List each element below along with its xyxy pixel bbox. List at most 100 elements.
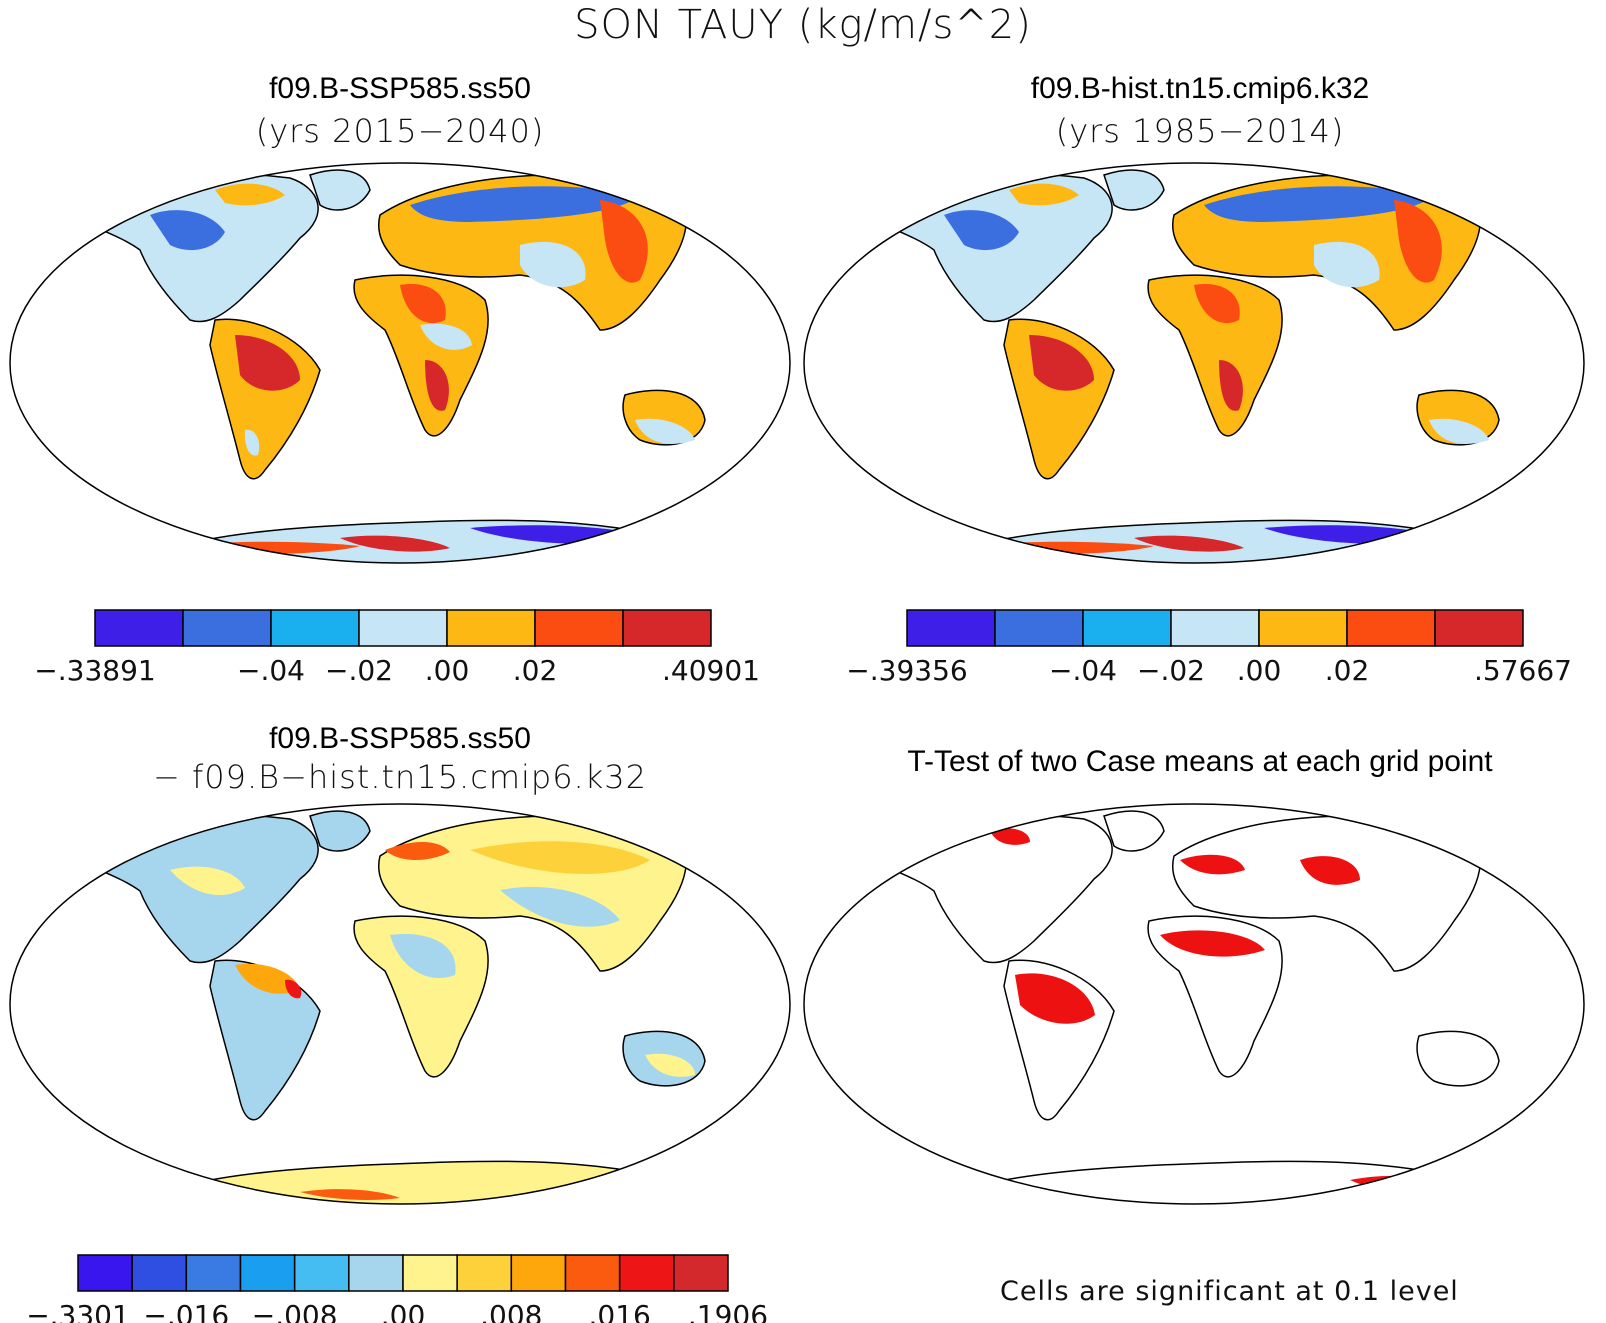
significance-note: Cells are significant at 0.1 level bbox=[1000, 1276, 1459, 1307]
figure-title: SON TAUY (kg/m/s^2) bbox=[574, 2, 1032, 48]
africa bbox=[1147, 915, 1283, 1078]
significant-cell-sahel bbox=[1160, 930, 1265, 957]
sa-red-spot bbox=[285, 979, 302, 999]
colorbar-swatch bbox=[673, 1254, 729, 1292]
south-africa-positive bbox=[1219, 360, 1243, 411]
greenland bbox=[309, 810, 371, 852]
colorbar-tick-label: −.3301 bbox=[26, 1299, 130, 1323]
sa-strong-positive bbox=[1029, 335, 1094, 391]
na-yellow-region bbox=[170, 866, 245, 895]
map-boundary bbox=[803, 162, 1585, 564]
colorbar-tick-label: .00 bbox=[381, 1299, 426, 1323]
colorbar-swatch bbox=[906, 609, 996, 647]
colorbar-swatch bbox=[182, 609, 272, 647]
colorbar-swatch bbox=[564, 1254, 621, 1292]
colorbar-tick-label: −.02 bbox=[325, 654, 393, 687]
colorbar-tick-label: −.04 bbox=[1049, 654, 1117, 687]
colorbar-tick-label: −.016 bbox=[143, 1299, 229, 1323]
australia-yellow bbox=[645, 1053, 695, 1077]
east-asia-positive bbox=[1394, 200, 1442, 283]
sa-light-region bbox=[244, 429, 260, 456]
na-negative-region bbox=[150, 210, 225, 251]
east-asia-positive bbox=[600, 200, 648, 283]
map-panel-1 bbox=[9, 162, 791, 564]
map-boundary bbox=[803, 803, 1585, 1205]
map-panel-2 bbox=[803, 162, 1585, 564]
na-positive-region bbox=[1009, 183, 1079, 206]
colorbar-swatch bbox=[1082, 609, 1172, 647]
south-africa-positive bbox=[425, 360, 449, 411]
colorbar-swatch bbox=[994, 609, 1084, 647]
antarctica bbox=[119, 1160, 702, 1204]
antarctica bbox=[913, 1160, 1496, 1204]
australia bbox=[1416, 1030, 1500, 1087]
colorbar-swatch bbox=[348, 1254, 404, 1292]
colorbar-swatch bbox=[456, 1254, 513, 1292]
colorbar-swatch bbox=[618, 1254, 675, 1292]
colorbar-swatch bbox=[270, 609, 360, 647]
africa bbox=[353, 274, 489, 437]
colorbar-tick-label: .008 bbox=[480, 1299, 542, 1323]
significant-cell-sa bbox=[1015, 973, 1095, 1024]
colorbar-tick-label: −.02 bbox=[1137, 654, 1205, 687]
colorbar-swatch bbox=[185, 1254, 242, 1292]
colorbar-tick-label: .00 bbox=[1237, 654, 1282, 687]
significant-cell-asia bbox=[1300, 856, 1360, 885]
sa-orange-region bbox=[235, 963, 300, 994]
africa bbox=[353, 915, 489, 1078]
colorbar-swatch bbox=[239, 1254, 296, 1292]
asia-light-blue bbox=[500, 886, 620, 927]
colorbar-tick-label: .016 bbox=[588, 1299, 650, 1323]
north-america bbox=[58, 814, 319, 964]
antarctica-strong-positive bbox=[340, 535, 450, 552]
na-negative-region bbox=[944, 210, 1019, 251]
colorbar-swatch bbox=[94, 609, 184, 647]
central-asia-light bbox=[1314, 241, 1380, 288]
colorbar-tick-label: −.33891 bbox=[34, 654, 155, 687]
colorbar-tick-label: .02 bbox=[513, 654, 558, 687]
colorbar-tick-label: .40901 bbox=[662, 654, 760, 687]
antarctica-positive bbox=[300, 1189, 400, 1200]
colorbar-panel-3: −.3301 −.016 −.008 .00 .008 .016 .1906 bbox=[26, 1254, 768, 1323]
colorbar-tick-label: −.008 bbox=[252, 1299, 338, 1323]
greenland bbox=[1103, 810, 1165, 852]
south-america bbox=[209, 318, 321, 480]
australia-light bbox=[1429, 418, 1489, 444]
eurasia-negative-band bbox=[1204, 186, 1434, 222]
map-boundary bbox=[9, 162, 791, 564]
panel2-subtitle: (yrs 1985−2014) bbox=[1055, 112, 1345, 150]
map-boundary bbox=[9, 803, 791, 1205]
significant-cell-na bbox=[990, 828, 1030, 845]
panel3-subtitle: − f09.B−hist.tn15.cmip6.k32 bbox=[153, 758, 647, 796]
colorbar-tick-label: −.39356 bbox=[846, 654, 967, 687]
colorbar-swatch bbox=[293, 1254, 350, 1292]
colorbar-tick-label: .00 bbox=[425, 654, 470, 687]
panel2-title: f09.B-hist.tn15.cmip6.k32 bbox=[1030, 72, 1370, 105]
colorbar-swatch bbox=[1258, 609, 1348, 647]
south-america bbox=[1003, 318, 1115, 480]
europe-positive bbox=[385, 841, 450, 860]
panel1-title: f09.B-SSP585.ss50 bbox=[269, 72, 531, 105]
central-asia-light bbox=[520, 241, 586, 288]
panel1-subtitle: (yrs 2015−2040) bbox=[255, 112, 545, 150]
eurasia-negative-band bbox=[410, 186, 640, 222]
sahara-positive bbox=[400, 284, 446, 324]
colorbar-swatch bbox=[446, 609, 536, 647]
panel3-title: f09.B-SSP585.ss50 bbox=[269, 722, 531, 755]
colorbar-tick-label: .1906 bbox=[688, 1299, 768, 1323]
colorbar-swatch bbox=[534, 609, 624, 647]
colorbar-swatch bbox=[1346, 609, 1436, 647]
colorbar-swatch bbox=[358, 609, 448, 647]
colorbar-tick-label: −.04 bbox=[237, 654, 305, 687]
colorbar-swatch bbox=[1170, 609, 1260, 647]
na-positive-region bbox=[215, 183, 285, 206]
colorbar-swatch bbox=[510, 1254, 567, 1292]
colorbar-swatch bbox=[77, 1254, 133, 1292]
colorbar-panel-2: −.39356 −.04 −.02 .00 .02 .57667 bbox=[846, 609, 1572, 687]
map-panel-3 bbox=[9, 803, 791, 1205]
colorbar-swatch bbox=[622, 609, 712, 647]
antarctica-strong-positive bbox=[1134, 535, 1244, 552]
greenland bbox=[309, 169, 371, 211]
map-panel-4 bbox=[803, 803, 1585, 1205]
